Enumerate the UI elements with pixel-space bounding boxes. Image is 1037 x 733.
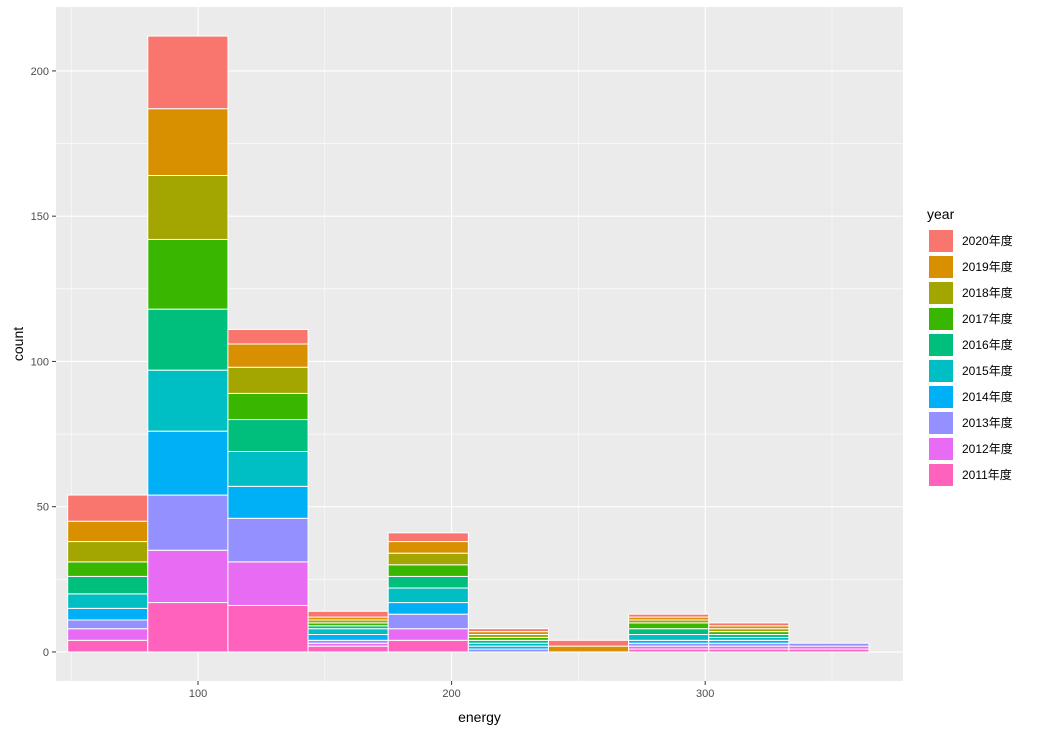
bar-segment [147,602,229,653]
bar-segment [147,369,229,432]
bar-segment [227,419,309,452]
bar-segment [547,639,630,647]
bar-segment [147,238,229,310]
bar-segment [387,552,469,566]
bar-segment [547,645,630,653]
bar-segment [708,622,790,627]
bar-segment [67,619,149,630]
bar-segment [227,561,309,606]
y-axis: 0 50 100 150 200 [31,66,56,659]
bar-segment [67,494,149,522]
bar-segment [67,561,149,577]
legend-label: 2011年度 [962,467,1012,482]
bar-segment [628,628,710,636]
bar-segment [628,634,710,641]
bar-segment [227,392,309,421]
legend-title: year [927,206,955,222]
bar-segment [387,564,469,577]
bar-segment [147,549,229,604]
bar-segment [387,575,469,589]
bar-segment [227,517,309,563]
bar-segment [67,541,149,563]
bar-segment [628,622,710,630]
legend-swatch [929,308,953,330]
bar-segment [67,575,149,595]
bar-segment [67,639,149,653]
legend-swatch [929,256,953,278]
bar-segment [788,642,870,647]
bar-segment [227,450,309,487]
y-tick-label: 100 [31,356,49,368]
legend-label: 2015年度 [962,363,1013,378]
legend-label: 2013年度 [962,415,1013,430]
bar-segment [387,541,469,554]
bar-segment [147,175,229,240]
legend-swatch [929,334,953,356]
bar-segment [387,602,469,615]
legend-swatch [929,438,953,460]
legend-swatch [929,230,953,252]
bar-segment [147,308,229,371]
x-axis: 100 200 300 [189,681,714,700]
legend-label: 2020年度 [962,233,1013,248]
bar-segment [147,108,229,176]
bar-segment [307,628,389,636]
bar-segment [67,593,149,609]
bar-segment [227,604,309,653]
y-axis-title: count [10,327,26,361]
x-tick-label: 200 [442,688,460,700]
bar-segment [147,494,229,551]
legend-label: 2016年度 [962,337,1013,352]
bar-segment [307,610,389,618]
y-tick-label: 150 [31,211,49,223]
x-tick-label: 100 [189,688,207,700]
legend-swatch [929,412,953,434]
bar-segment [387,613,469,630]
legend-label: 2018年度 [962,285,1013,300]
bar-segment [387,628,469,641]
y-tick-label: 0 [43,647,49,659]
legend: year 2020年度 2019年度 2018年度 2017年度 2016年度 2015年… [927,206,1013,486]
bar-segment [147,35,229,110]
legend-swatch [929,386,953,408]
legend-label: 2014年度 [962,389,1013,404]
bar-segment [67,607,149,621]
bar-segment [307,634,389,641]
legend-label: 2017年度 [962,311,1013,326]
bar-segment [387,532,469,543]
y-tick-label: 200 [31,66,49,78]
bar-segment [307,645,389,653]
x-axis-title: energy [458,709,501,725]
bar-segment [227,485,309,519]
legend-swatch [929,464,953,486]
bar-segment [67,628,149,641]
y-tick-label: 50 [37,502,49,514]
bar-segment [467,628,549,633]
bar-segment [628,613,710,618]
legend-swatch [929,282,953,304]
legend-swatch [929,360,953,382]
bar-segment [387,587,469,604]
bar-segment [387,639,469,653]
bar-segment [67,520,149,543]
legend-label: 2019年度 [962,259,1013,274]
legend-label: 2012年度 [962,441,1013,456]
bar-segment [227,366,309,394]
bar-segment [147,430,229,496]
x-tick-label: 300 [696,688,714,700]
bars [67,35,870,653]
bar-segment [227,328,309,345]
bar-segment [227,343,309,368]
